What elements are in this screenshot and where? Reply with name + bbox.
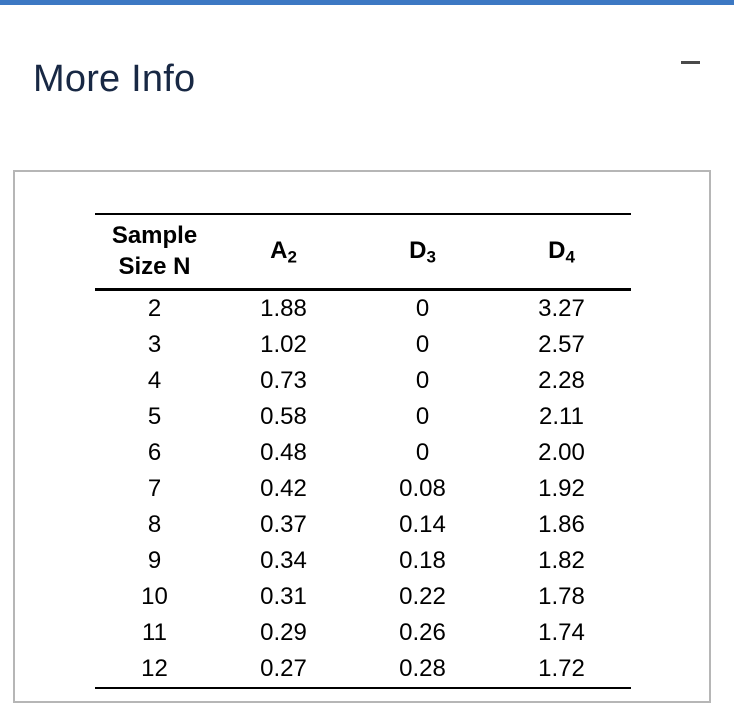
table-row: 8 0.37 0.14 1.86 [95, 507, 631, 543]
header-d3-subscript: 3 [426, 247, 436, 267]
table-row: 4 0.73 0 2.28 [95, 363, 631, 399]
cell-sample-size: 8 [147, 511, 162, 538]
cell-d3: 0.08 [399, 475, 446, 502]
cell-a2: 0.27 [260, 655, 307, 682]
header-d3-base: D [409, 237, 427, 264]
table-row: 10 0.31 0.22 1.78 [95, 579, 631, 615]
cell-d3: 0.18 [399, 547, 446, 574]
cell-d3: 0.26 [399, 619, 446, 646]
table-body: 2 1.88 0 3.27 3 1.02 0 2.57 4 0.73 0 2.2… [95, 290, 631, 688]
table-header-row: Sample Size N A2 D3 D4 [95, 214, 631, 290]
cell-sample-size: 5 [147, 403, 162, 430]
cell-d3: 0 [415, 331, 430, 358]
table-row: 2 1.88 0 3.27 [95, 290, 631, 328]
cell-d4: 3.27 [538, 295, 585, 322]
cell-d4: 2.28 [538, 367, 585, 394]
table-row: 3 1.02 0 2.57 [95, 327, 631, 363]
cell-d3: 0 [415, 439, 430, 466]
header-sample-line2: Size N [118, 253, 191, 280]
cell-d3: 0 [415, 295, 430, 322]
cell-a2: 0.58 [260, 403, 307, 430]
cell-a2: 0.48 [260, 439, 307, 466]
cell-d4: 1.74 [538, 619, 585, 646]
cell-sample-size: 9 [147, 547, 162, 574]
table-row: 5 0.58 0 2.11 [95, 399, 631, 435]
cell-d4: 2.57 [538, 331, 585, 358]
header-sample-line1: Sample [111, 222, 198, 249]
cell-sample-size: 12 [141, 655, 168, 682]
cell-sample-size: 2 [147, 295, 162, 322]
cell-d3: 0 [415, 403, 430, 430]
cell-sample-size: 7 [147, 475, 162, 502]
more-info-panel: Sample Size N A2 D3 D4 2 1.88 0 3.27 3 1… [13, 170, 711, 703]
table-row: 6 0.48 0 2.00 [95, 435, 631, 471]
cell-d4: 1.72 [538, 655, 585, 682]
cell-d4: 1.78 [538, 583, 585, 610]
cell-d3: 0.28 [399, 655, 446, 682]
table-row: 7 0.42 0.08 1.92 [95, 471, 631, 507]
cell-a2: 0.29 [260, 619, 307, 646]
cell-sample-size: 4 [147, 367, 162, 394]
minimize-icon [680, 60, 700, 64]
cell-d4: 1.82 [538, 547, 585, 574]
cell-sample-size: 11 [142, 619, 167, 646]
cell-d3: 0 [415, 367, 430, 394]
header-a2-base: A [270, 237, 288, 264]
header-d4-subscript: 4 [565, 247, 575, 267]
control-chart-constants-table: Sample Size N A2 D3 D4 2 1.88 0 3.27 3 1… [95, 213, 631, 689]
cell-d3: 0.22 [399, 583, 446, 610]
table-row: 9 0.34 0.18 1.82 [95, 543, 631, 579]
header-a2-subscript: 2 [287, 247, 297, 267]
cell-a2: 0.34 [260, 547, 307, 574]
cell-d4: 2.00 [538, 439, 585, 466]
table-row: 12 0.27 0.28 1.72 [95, 651, 631, 688]
cell-sample-size: 6 [147, 439, 162, 466]
col-header-d4: D4 [492, 214, 631, 290]
cell-a2: 0.37 [260, 511, 307, 538]
cell-d4: 2.11 [539, 403, 584, 430]
col-header-d3: D3 [353, 214, 492, 290]
table-row: 11 0.29 0.26 1.74 [95, 615, 631, 651]
cell-a2: 1.02 [260, 331, 307, 358]
cell-d4: 1.86 [538, 511, 585, 538]
cell-a2: 0.73 [260, 367, 307, 394]
cell-a2: 0.42 [260, 475, 307, 502]
cell-sample-size: 3 [147, 331, 162, 358]
col-header-a2: A2 [214, 214, 353, 290]
cell-a2: 0.31 [260, 583, 307, 610]
page-title: More Info [33, 58, 196, 100]
window-accent-bar [0, 0, 734, 5]
cell-d4: 1.92 [538, 475, 585, 502]
header-d4-base: D [548, 237, 566, 264]
cell-d3: 0.14 [399, 511, 446, 538]
cell-a2: 1.88 [260, 295, 307, 322]
minimize-button[interactable] [674, 50, 706, 74]
cell-sample-size: 10 [141, 583, 168, 610]
col-header-sample-size-n: Sample Size N [95, 214, 214, 290]
